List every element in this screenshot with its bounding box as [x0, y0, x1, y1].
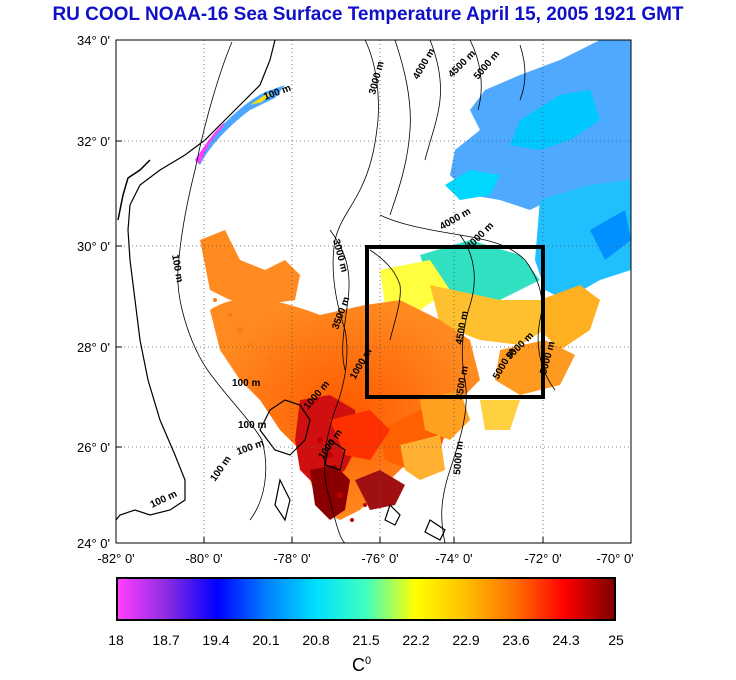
longitude-labels: -82° 0' -80° 0' -78° 0' -76° 0' -74° 0' …: [97, 551, 633, 566]
colorbar-tick-label: 23.6: [502, 632, 529, 648]
lon-label: -80° 0': [185, 551, 222, 566]
lon-label: -78° 0': [273, 551, 310, 566]
colorbar-unit: C0: [352, 655, 371, 676]
lat-label: 26° 0': [77, 440, 110, 455]
lat-label: 24° 0': [77, 536, 110, 551]
colorbar-tick-label: 18.7: [152, 632, 179, 648]
lon-label: -72° 0': [524, 551, 561, 566]
latitude-labels: 34° 0' 32° 0' 30° 0' 28° 0' 26° 0' 24° 0…: [77, 33, 110, 551]
colorbar-tick-label: 22.9: [452, 632, 479, 648]
colorbar-tick-label: 20.1: [252, 632, 279, 648]
lon-label: -82° 0': [97, 551, 134, 566]
lon-label: -76° 0': [361, 551, 398, 566]
colorbar-tick-label: 18: [108, 632, 124, 648]
colorbar-tick-label: 21.5: [352, 632, 379, 648]
colorbar-unit-sup: 0: [365, 655, 371, 667]
colorbar: [116, 577, 616, 621]
lon-label: -74° 0': [435, 551, 472, 566]
contour-label: 100 m: [232, 378, 260, 389]
lat-label: 28° 0': [77, 340, 110, 355]
contour-label: 100 m: [238, 420, 266, 431]
lon-label: -70° 0': [596, 551, 633, 566]
colorbar-tick-label: 24.3: [552, 632, 579, 648]
lat-label: 30° 0': [77, 239, 110, 254]
colorbar-tick-label: 25: [608, 632, 624, 648]
lat-label: 32° 0': [77, 134, 110, 149]
colorbar-unit-base: C: [352, 655, 365, 675]
colorbar-tick-label: 22.2: [402, 632, 429, 648]
lat-label: 34° 0': [77, 33, 110, 48]
colorbar-tick-label: 19.4: [202, 632, 229, 648]
colorbar-tick-label: 20.8: [302, 632, 329, 648]
